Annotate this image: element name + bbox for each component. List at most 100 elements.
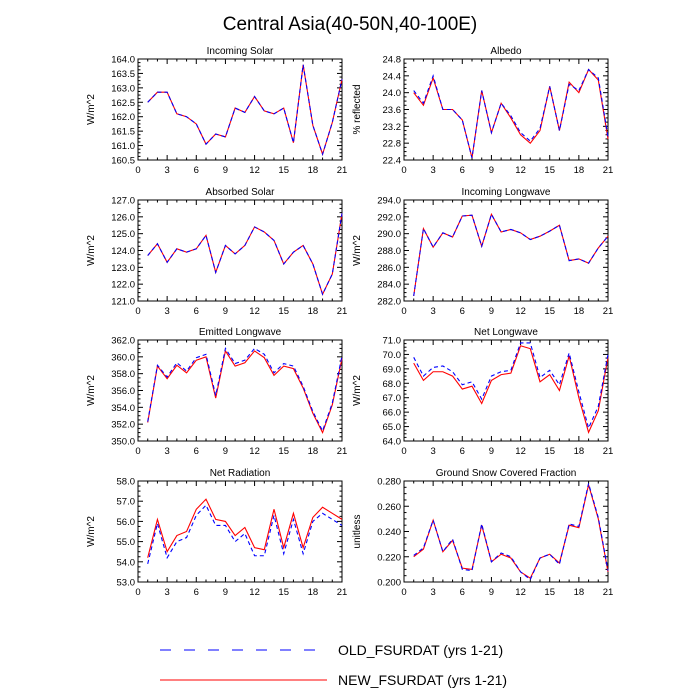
x-tick-label: 0 [401,587,406,598]
x-tick-label: 15 [544,306,555,317]
y-tick-label: 288.0 [377,246,401,257]
y-tick-label: 58.0 [117,477,136,488]
panel-net-radiation: Net Radiation W/m^2 0 3 6 9 12 15 18 21 53.0 54.0 55… [86,468,347,598]
figure-title: Central Asia(40-50N,40-100E) [223,14,478,35]
x-tick-label: 3 [164,165,169,176]
series-line-new [147,498,343,558]
y-axis-label: W/m^2 [352,375,363,406]
panel-title: Incoming Longwave [462,187,551,198]
y-tick-label: 23.2 [383,122,402,133]
x-tick-label: 21 [337,587,348,598]
x-tick-label: 18 [308,306,319,317]
y-tick-label: 65.0 [383,422,402,433]
panel-title: Incoming Solar [207,46,274,57]
panel-title: Absorbed Solar [206,187,276,198]
legend-label-old: OLD_FSURDAT (yrs 1-21) [338,642,503,658]
x-tick-label: 3 [164,446,169,457]
panel-ground-snow-covered-fraction: Ground Snow Covered Fraction unitless 0 3 6 9… [352,468,613,598]
y-tick-label: 68.0 [383,379,402,390]
y-tick-label: 294.0 [377,196,401,207]
panel-title: Net Radiation [210,468,271,479]
x-tick-label: 9 [489,587,494,598]
y-tick-label: 55.0 [117,537,136,548]
panel-title: Emitted Longwave [199,327,282,338]
y-tick-label: 160.5 [111,156,135,167]
panel-incoming-longwave: Incoming Longwave W/m^2 0 3 6 9 12 15 18 21 282.0 2… [352,187,613,317]
x-tick-label: 9 [223,165,228,176]
y-tick-label: 64.0 [383,437,402,448]
x-tick-label: 21 [603,587,614,598]
x-tick-label: 12 [515,446,526,457]
y-tick-label: 0.240 [377,527,401,538]
y-tick-label: 354.0 [111,403,135,414]
x-tick-label: 9 [223,587,228,598]
y-axis-label: W/m^2 [86,375,97,406]
x-tick-label: 21 [603,446,614,457]
y-axis-label: W/m^2 [86,94,97,125]
x-tick-label: 12 [249,446,260,457]
y-tick-label: 163.5 [111,69,135,80]
x-tick-label: 18 [308,165,319,176]
y-tick-label: 350.0 [111,437,135,448]
y-tick-label: 161.0 [111,141,135,152]
x-tick-label: 6 [460,446,465,457]
y-tick-label: 56.0 [117,517,136,528]
x-tick-label: 6 [460,165,465,176]
series-line-old [413,483,609,581]
series-line-new [147,349,343,434]
y-tick-label: 22.4 [383,156,402,167]
x-tick-label: 15 [544,587,555,598]
x-tick-label: 12 [515,306,526,317]
y-tick-label: 358.0 [111,369,135,380]
y-tick-label: 282.0 [377,297,401,308]
y-tick-label: 284.0 [377,280,401,291]
y-tick-label: 286.0 [377,263,401,274]
y-tick-label: 292.0 [377,212,401,223]
panel-incoming-solar: Incoming Solar W/m^2 0 3 6 9 12 15 18 21 160.5 161.… [86,46,347,176]
y-tick-label: 24.0 [383,88,402,99]
plot-frame [403,58,609,161]
x-tick-label: 3 [430,306,435,317]
x-tick-label: 21 [337,165,348,176]
plot-frame [403,199,609,302]
x-tick-label: 21 [337,306,348,317]
y-tick-label: 124.0 [111,246,135,257]
y-axis-label: W/m^2 [352,235,363,266]
x-tick-label: 3 [430,165,435,176]
legend: OLD_FSURDAT (yrs 1-21) NEW_FSURDAT (yrs … [160,642,507,688]
x-tick-label: 18 [574,306,585,317]
x-tick-label: 12 [249,306,260,317]
y-tick-label: 162.5 [111,98,135,109]
series-line-new [413,212,609,297]
series-line-old [413,68,609,159]
series-line-old [147,346,343,433]
series-line-old [413,342,609,430]
series-line-new [413,345,609,434]
panel-title: Albedo [490,46,522,57]
x-tick-label: 9 [223,446,228,457]
series-line-old [147,504,343,564]
y-tick-label: 164.0 [111,55,135,66]
x-tick-label: 0 [135,306,140,317]
x-tick-label: 0 [401,306,406,317]
y-tick-label: 360.0 [111,352,135,363]
x-tick-label: 15 [544,165,555,176]
plot-frame [137,58,343,161]
x-tick-label: 12 [249,165,260,176]
y-tick-label: 66.0 [383,408,402,419]
x-tick-label: 6 [194,446,199,457]
y-tick-label: 0.260 [377,502,401,513]
x-tick-label: 18 [574,165,585,176]
x-tick-label: 18 [308,446,319,457]
series-line-new [147,64,343,157]
x-tick-label: 18 [574,446,585,457]
x-tick-label: 12 [515,165,526,176]
x-tick-label: 9 [223,306,228,317]
y-tick-label: 126.0 [111,212,135,223]
legend-label-new: NEW_FSURDAT (yrs 1-21) [338,672,507,688]
x-tick-label: 15 [278,587,289,598]
x-tick-label: 15 [278,306,289,317]
panels: Incoming Solar W/m^2 0 3 6 9 12 15 18 21 160.5 161.… [86,46,613,598]
x-tick-label: 3 [164,306,169,317]
